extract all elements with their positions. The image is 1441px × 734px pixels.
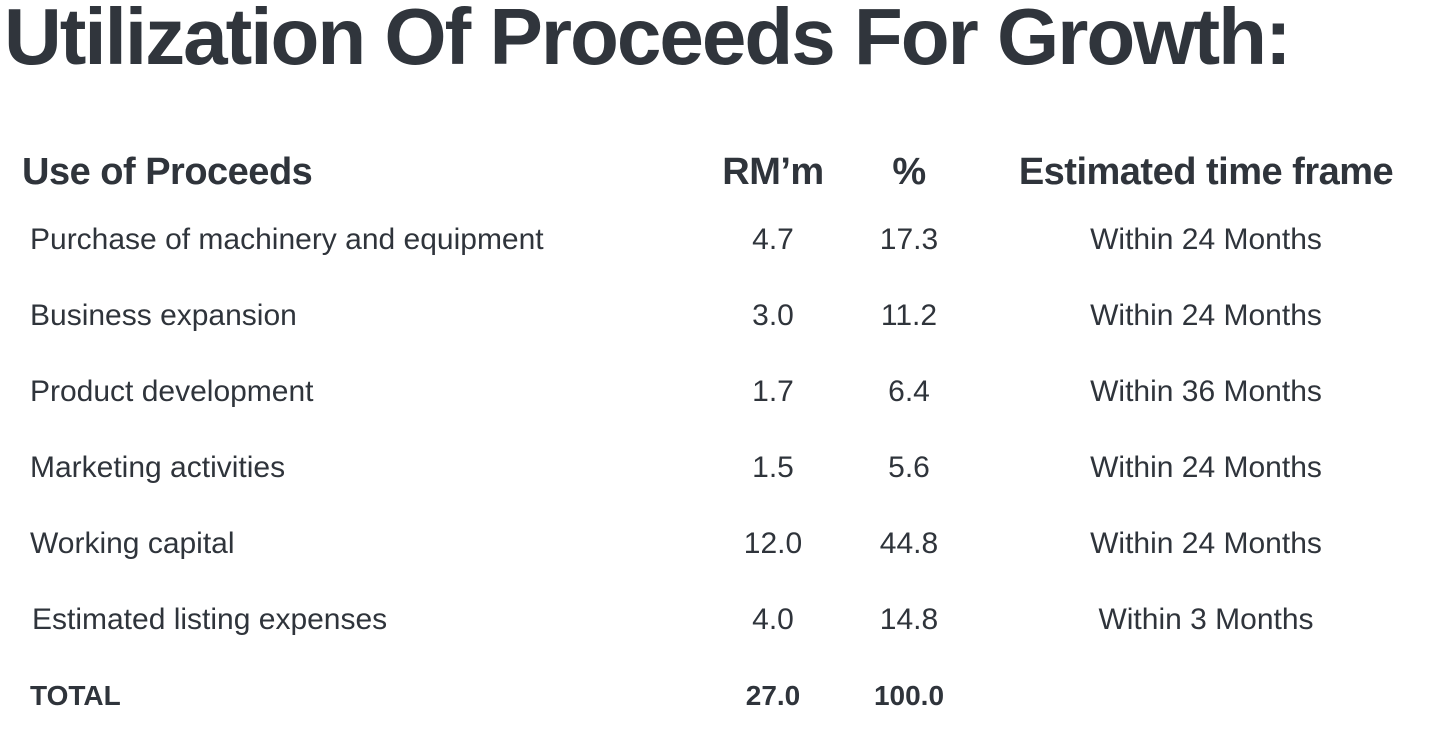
row-use: Marketing activities xyxy=(30,451,286,484)
row-percent: 11.2 xyxy=(880,299,938,332)
header-percent: % xyxy=(892,151,926,193)
row-timeframe: Within 3 Months xyxy=(1098,603,1314,636)
row-timeframe: Within 24 Months xyxy=(1090,299,1322,332)
row-timeframe: Within 36 Months xyxy=(1090,375,1322,408)
row-amount: 12.0 xyxy=(743,527,803,560)
row-amount: 3.0 xyxy=(752,299,794,332)
row-percent: 6.4 xyxy=(888,375,930,408)
row-use: Product development xyxy=(30,375,314,408)
row-use: Working capital xyxy=(30,527,235,560)
total-percent: 100.0 xyxy=(873,680,945,711)
row-amount: 1.5 xyxy=(752,451,794,484)
row-amount: 4.7 xyxy=(752,223,794,256)
row-percent: 5.6 xyxy=(888,451,930,484)
row-timeframe: Within 24 Months xyxy=(1090,223,1322,256)
row-percent: 14.8 xyxy=(879,603,939,636)
row-timeframe: Within 24 Months xyxy=(1090,527,1322,560)
header-amount: RM’m xyxy=(722,151,824,193)
row-use: Business expansion xyxy=(30,299,297,332)
row-percent: 44.8 xyxy=(879,527,939,560)
row-amount: 1.7 xyxy=(752,375,794,408)
row-use: Estimated listing expenses xyxy=(32,603,388,636)
page-title: Utilization Of Proceeds For Growth: xyxy=(4,0,1292,81)
total-amount: 27.0 xyxy=(745,680,801,711)
row-use: Purchase of machinery and equipment xyxy=(30,223,544,256)
row-percent: 17.3 xyxy=(879,223,939,256)
header-use-of-proceeds: Use of Proceeds xyxy=(22,151,313,193)
row-amount: 4.0 xyxy=(752,603,794,636)
total-label: TOTAL xyxy=(30,680,121,711)
row-timeframe: Within 24 Months xyxy=(1090,451,1322,484)
header-timeframe: Estimated time frame xyxy=(1018,151,1394,193)
